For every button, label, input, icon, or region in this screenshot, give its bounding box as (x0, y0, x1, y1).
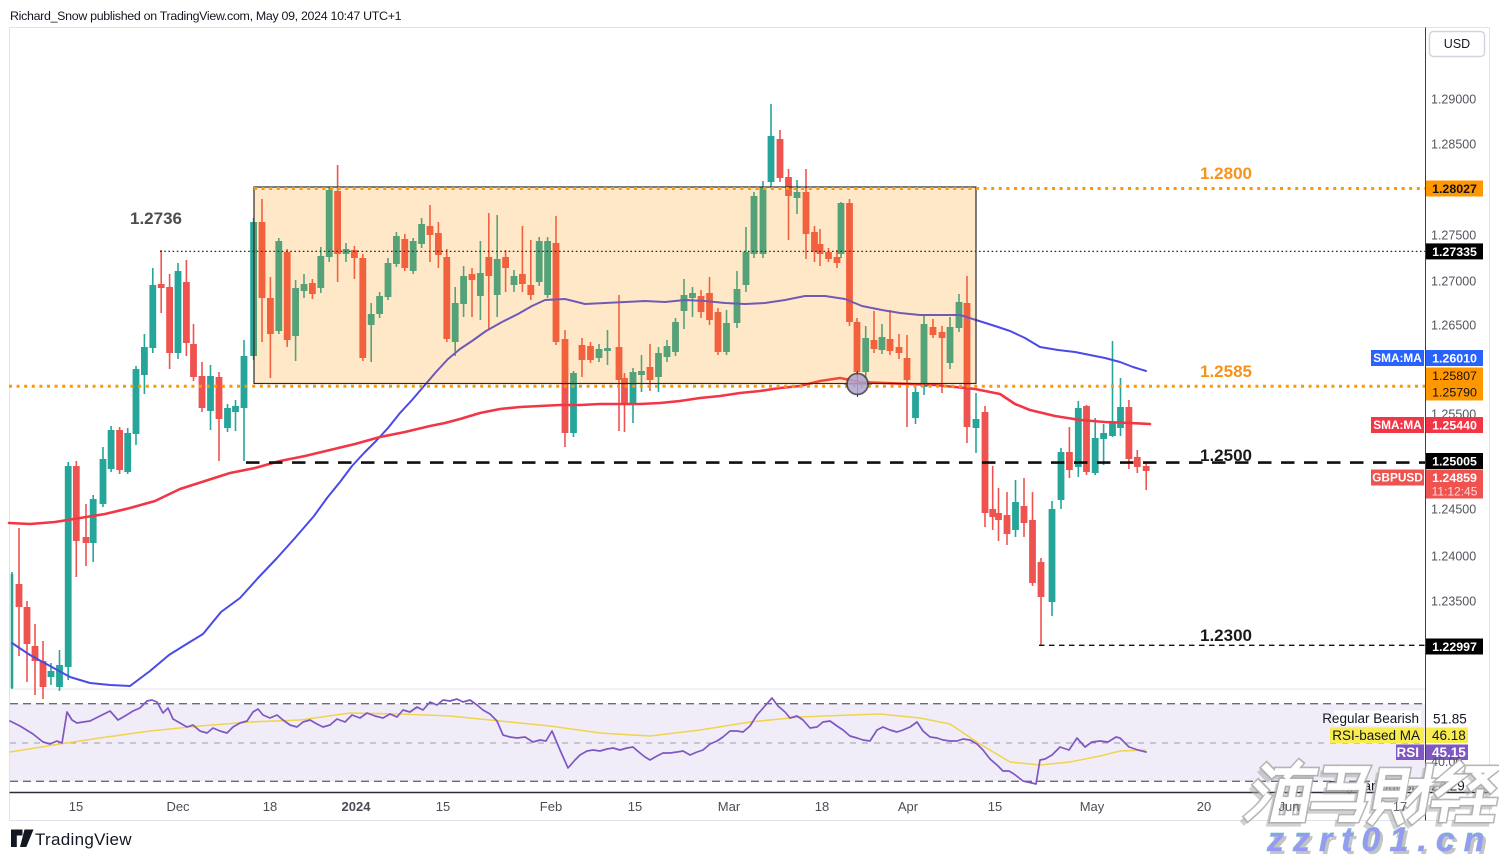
svg-text:1.27500: 1.27500 (1431, 229, 1476, 243)
svg-text:Dec: Dec (166, 799, 190, 814)
svg-text:Regular Bearish: Regular Bearish (1322, 711, 1419, 726)
svg-text:1.27000: 1.27000 (1431, 275, 1476, 289)
svg-text:Apr: Apr (898, 799, 919, 814)
svg-text:51.85: 51.85 (1433, 712, 1467, 727)
svg-text:TradingView: TradingView (35, 830, 132, 849)
svg-text:1.24500: 1.24500 (1431, 503, 1476, 517)
svg-text:46.18: 46.18 (1432, 728, 1466, 743)
svg-text:SMA:MA: SMA:MA (1373, 418, 1422, 432)
svg-text:1.2800: 1.2800 (1200, 164, 1252, 183)
svg-text:1.2585: 1.2585 (1200, 362, 1252, 381)
svg-text:1.27335: 1.27335 (1432, 245, 1477, 259)
svg-text:18: 18 (815, 799, 829, 814)
svg-text:1.28027: 1.28027 (1432, 182, 1477, 196)
svg-text:15: 15 (69, 799, 83, 814)
svg-text:1.25005: 1.25005 (1432, 455, 1477, 469)
svg-text:1.26010: 1.26010 (1432, 352, 1477, 366)
svg-text:15: 15 (436, 799, 450, 814)
svg-text:1.26500: 1.26500 (1431, 319, 1476, 333)
svg-text:Feb: Feb (540, 799, 562, 814)
svg-text:USD: USD (1444, 37, 1470, 51)
svg-text:20: 20 (1197, 799, 1211, 814)
svg-text:1.25790: 1.25790 (1432, 386, 1477, 400)
svg-text:May: May (1080, 799, 1105, 814)
svg-text:SMA:MA: SMA:MA (1373, 351, 1422, 365)
svg-text:1.25440: 1.25440 (1432, 419, 1477, 433)
svg-text:Richard_Snow published on Trad: Richard_Snow published on TradingView.co… (10, 9, 402, 23)
svg-text:1.24000: 1.24000 (1431, 550, 1476, 564)
svg-text:2024: 2024 (342, 799, 372, 814)
svg-text:1.23500: 1.23500 (1431, 595, 1476, 609)
svg-text:45.15: 45.15 (1432, 745, 1466, 760)
svg-text:RSI-based MA: RSI-based MA (1332, 728, 1420, 743)
svg-text:18: 18 (263, 799, 277, 814)
svg-text:15: 15 (988, 799, 1002, 814)
svg-text:1.22997: 1.22997 (1432, 640, 1477, 654)
svg-text:RSI: RSI (1396, 745, 1419, 760)
svg-text:11:12:45: 11:12:45 (1432, 485, 1478, 499)
svg-text:1.24859: 1.24859 (1432, 471, 1477, 485)
svg-text:zzrt01.cn: zzrt01.cn (1266, 821, 1494, 857)
svg-text:1.25807: 1.25807 (1432, 369, 1477, 383)
svg-text:1.2300: 1.2300 (1200, 626, 1252, 645)
svg-text:1.29000: 1.29000 (1431, 93, 1476, 107)
svg-text:15: 15 (628, 799, 642, 814)
svg-text:GBPUSD: GBPUSD (1372, 471, 1423, 485)
svg-text:zzrt01.cn: zzrt01.cn (1269, 824, 1497, 857)
svg-text:Jun: Jun (1279, 799, 1300, 814)
svg-text:1.28500: 1.28500 (1431, 138, 1476, 152)
svg-text:Mar: Mar (718, 799, 741, 814)
svg-text:1.2736: 1.2736 (130, 209, 182, 228)
svg-text:17: 17 (1393, 799, 1407, 814)
svg-text:1.2500: 1.2500 (1200, 446, 1252, 465)
